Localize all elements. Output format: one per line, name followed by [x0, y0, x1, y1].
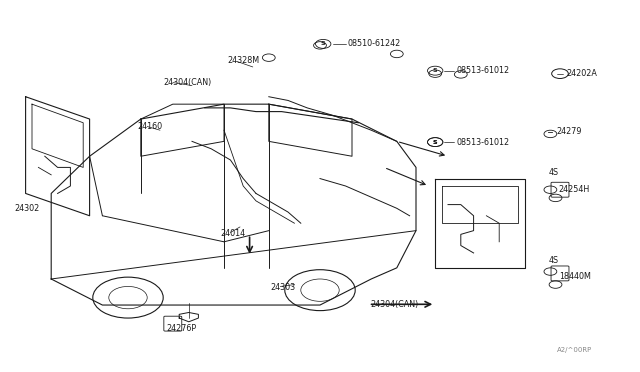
Text: S: S: [433, 68, 438, 73]
Text: 24304(CAN): 24304(CAN): [163, 78, 211, 87]
Text: 4S: 4S: [549, 256, 559, 265]
Text: 24160: 24160: [138, 122, 163, 131]
Text: 24279: 24279: [557, 127, 582, 136]
Text: 08513-61012: 08513-61012: [456, 138, 509, 147]
Text: 24303: 24303: [271, 283, 296, 292]
Text: 4S: 4S: [549, 169, 559, 177]
Text: 08510-61242: 08510-61242: [348, 39, 401, 48]
Text: S: S: [433, 140, 438, 145]
Text: 08513-61012: 08513-61012: [456, 66, 509, 75]
Text: 24328M: 24328M: [227, 56, 259, 65]
Text: S: S: [433, 140, 438, 145]
Text: 24304(CAN): 24304(CAN): [370, 300, 418, 309]
Text: 24302: 24302: [14, 204, 39, 213]
Text: 18440M: 18440M: [559, 272, 591, 280]
Text: A2/^00RP: A2/^00RP: [557, 347, 592, 353]
Text: 24014: 24014: [221, 229, 246, 238]
Text: 24254H: 24254H: [559, 185, 590, 194]
Text: 24276P: 24276P: [166, 324, 196, 333]
Text: S: S: [321, 41, 326, 46]
Text: 24202A: 24202A: [566, 69, 597, 78]
